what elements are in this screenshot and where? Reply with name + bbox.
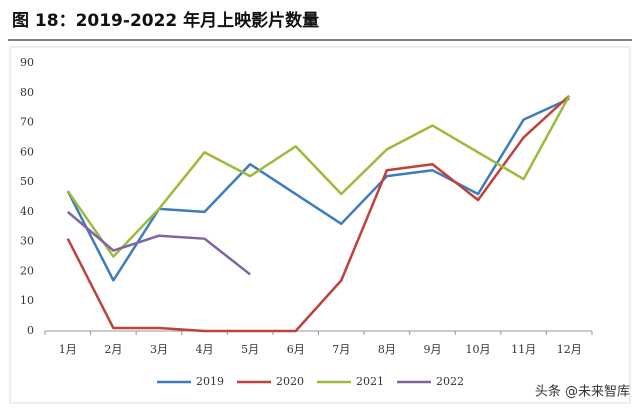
watermark: 头条 @未来智库 bbox=[535, 384, 630, 400]
x-tick-label: 10月 bbox=[466, 343, 491, 356]
x-tick-label: 3月 bbox=[150, 343, 168, 356]
y-tick-label: 90 bbox=[20, 56, 34, 69]
x-tick-label: 1月 bbox=[59, 343, 77, 356]
y-tick-label: 70 bbox=[20, 116, 34, 129]
y-tick-label: 0 bbox=[27, 324, 34, 337]
y-tick-label: 50 bbox=[20, 175, 34, 188]
x-tick-label: 5月 bbox=[241, 343, 259, 356]
y-tick-label: 20 bbox=[20, 264, 34, 277]
x-tick-label: 8月 bbox=[378, 343, 396, 356]
series-line bbox=[66, 97, 570, 282]
chart-title: 图 18：2019-2022 年月上映影片数量 bbox=[12, 10, 319, 31]
x-tick-label: 4月 bbox=[196, 343, 214, 356]
x-tick-label: 12月 bbox=[557, 343, 582, 356]
y-tick-label: 80 bbox=[20, 86, 34, 99]
legend-label: 2022 bbox=[436, 375, 464, 388]
legend-label: 2019 bbox=[196, 375, 224, 388]
series-line bbox=[66, 210, 251, 276]
y-tick-label: 30 bbox=[20, 235, 34, 248]
legend-label: 2021 bbox=[356, 375, 384, 388]
x-tick-label: 9月 bbox=[423, 343, 441, 356]
y-tick-label: 10 bbox=[20, 294, 34, 307]
x-tick-label: 2月 bbox=[104, 343, 122, 356]
x-tick-label: 11月 bbox=[511, 343, 536, 356]
y-tick-label: 40 bbox=[20, 205, 34, 218]
series-line bbox=[66, 95, 571, 258]
x-tick-label: 6月 bbox=[287, 343, 305, 356]
x-tick-label: 7月 bbox=[332, 343, 350, 356]
y-tick-label: 60 bbox=[20, 145, 34, 158]
series-line bbox=[66, 94, 571, 333]
chart-frame bbox=[9, 46, 631, 404]
legend-label: 2020 bbox=[276, 375, 304, 388]
